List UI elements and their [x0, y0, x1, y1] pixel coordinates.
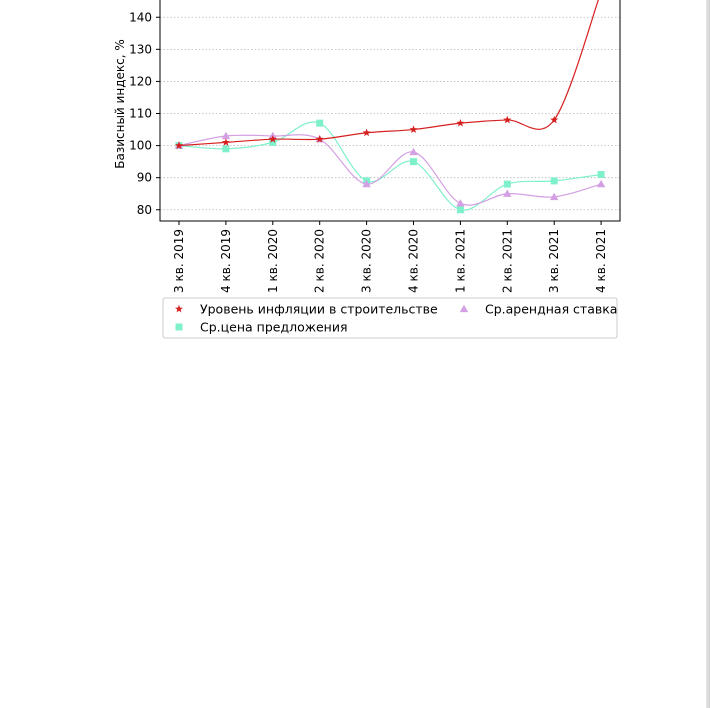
- x-tick-label: 1 кв. 2020: [266, 229, 280, 293]
- data-point: [222, 145, 230, 153]
- legend-label: Ср.арендная ставка: [485, 302, 617, 317]
- legend-marker-square: [175, 323, 183, 331]
- series-line: [178, 134, 602, 206]
- y-axis-label: Базисный индекс, %: [113, 39, 127, 169]
- x-tick-label: 3 кв. 2019: [172, 229, 186, 293]
- series-triangle: [174, 131, 606, 207]
- data-point: [550, 177, 558, 185]
- data-point: [550, 192, 559, 201]
- data-point: [316, 119, 324, 127]
- data-point: [409, 125, 418, 133]
- data-point: [409, 147, 418, 156]
- data-point: [315, 134, 324, 143]
- legend-marker-star: [175, 304, 183, 313]
- x-tick-label: 3 кв. 2021: [547, 229, 561, 293]
- series-line: [178, 0, 599, 147]
- x-axis: 3 кв. 2019 4 кв. 2019 1 кв. 2020 2 кв. 2020…: [172, 221, 608, 293]
- y-axis: 80 90 100 110 120 130 140: [129, 10, 160, 217]
- x-tick-label: 2 кв. 2021: [500, 229, 514, 293]
- y-tick-label: 140: [129, 10, 152, 24]
- legend-label: Ср.цена предложения: [200, 320, 348, 335]
- plot-frame: [159, 0, 621, 222]
- y-tick-label: 130: [129, 42, 152, 56]
- data-point: [221, 131, 231, 140]
- data-point: [268, 134, 277, 143]
- legend-marker-triangle: [459, 304, 469, 313]
- data-point: [456, 199, 465, 207]
- data-point: [503, 115, 512, 124]
- plot-series: [174, 0, 606, 214]
- legend-frame: [162, 297, 618, 339]
- data-point: [503, 189, 512, 197]
- data-point: [362, 179, 371, 188]
- series-square: [175, 119, 605, 214]
- series-line: [178, 121, 602, 211]
- data-point: [596, 179, 606, 188]
- data-point: [456, 206, 464, 214]
- y-tick-label: 90: [137, 171, 152, 185]
- data-point: [597, 170, 605, 178]
- x-tick-label: 2 кв. 2020: [313, 229, 327, 293]
- x-tick-label: 4 кв. 2020: [407, 229, 421, 293]
- data-point: [362, 128, 371, 137]
- legend: Уровень инфляции в строительстве Ср.аренд…: [162, 297, 618, 339]
- x-tick-label: 3 кв. 2020: [360, 229, 374, 293]
- series-star: [175, 0, 599, 149]
- data-point: [456, 118, 465, 127]
- data-point: [175, 141, 183, 149]
- y-tick-label: 80: [137, 203, 152, 217]
- window-edge: [706, 0, 710, 708]
- data-point: [550, 115, 559, 124]
- data-point: [221, 138, 230, 146]
- y-tick-label: 100: [129, 139, 152, 153]
- data-point: [503, 180, 511, 188]
- legend-label: Уровень инфляции в строительстве: [200, 302, 438, 317]
- data-point: [410, 158, 417, 166]
- y-tick-label: 120: [129, 74, 152, 88]
- x-tick-label: 1 кв. 2021: [453, 229, 467, 293]
- data-point: [269, 138, 277, 146]
- x-tick-label: 4 кв. 2021: [594, 229, 608, 293]
- y-tick-label: 110: [129, 107, 152, 121]
- x-tick-label: 4 кв. 2019: [219, 229, 233, 293]
